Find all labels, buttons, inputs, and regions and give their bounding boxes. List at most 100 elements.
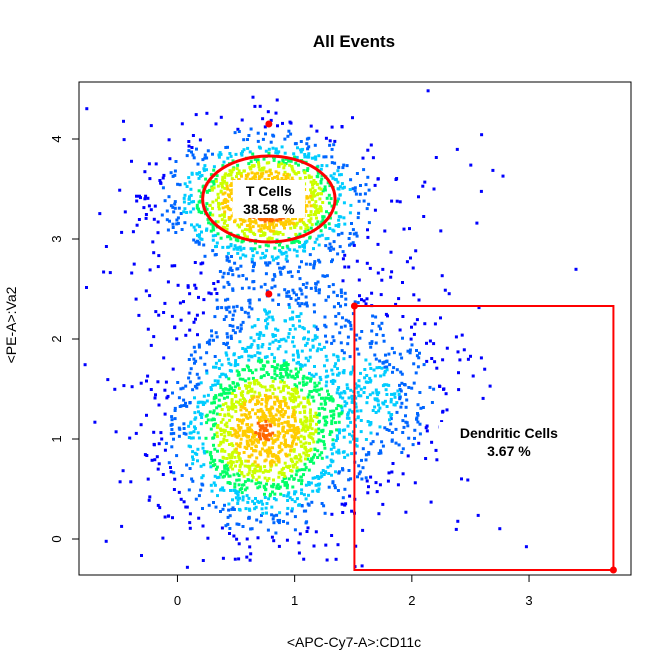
event-point [216, 449, 219, 453]
event-point [280, 177, 284, 180]
event-point [305, 169, 309, 172]
event-point [208, 342, 211, 346]
event-point [281, 388, 285, 392]
event-point [317, 477, 321, 480]
event-point [242, 148, 246, 152]
event-point [315, 489, 319, 493]
event-point [265, 423, 269, 427]
event-point [196, 431, 200, 435]
event-point [354, 443, 358, 447]
event-point [253, 104, 257, 108]
event-point [351, 241, 355, 245]
event-point [284, 339, 288, 343]
event-point [247, 496, 251, 500]
event-point [331, 335, 335, 339]
event-point [293, 395, 296, 399]
event-point [284, 162, 288, 165]
event-point [379, 449, 382, 453]
event-point [251, 435, 254, 439]
gate-handle[interactable] [265, 290, 273, 298]
event-point [225, 258, 229, 262]
event-point [289, 121, 293, 125]
event-point [246, 138, 249, 141]
event-point [283, 461, 287, 465]
event-point [353, 189, 357, 193]
event-point [276, 455, 280, 459]
event-point [316, 449, 320, 453]
event-point [190, 150, 193, 154]
event-point [292, 424, 296, 428]
event-point [260, 402, 264, 406]
gate-handle[interactable] [265, 120, 273, 128]
event-point [290, 509, 294, 513]
event-point [271, 446, 274, 450]
event-point [273, 356, 276, 360]
event-point [360, 330, 364, 333]
event-point [309, 175, 313, 179]
event-point [369, 442, 373, 446]
event-point [210, 334, 214, 338]
event-point [295, 469, 299, 473]
event-point [332, 305, 336, 309]
event-point [393, 395, 397, 399]
event-point [301, 243, 305, 247]
event-point [340, 125, 344, 129]
event-point [310, 223, 314, 227]
event-point [460, 477, 463, 481]
event-point [227, 259, 231, 263]
gate-handle[interactable] [609, 566, 617, 574]
event-point [414, 249, 418, 253]
event-point [174, 231, 178, 234]
event-point [184, 333, 188, 337]
event-point [248, 150, 252, 154]
event-point [354, 544, 358, 548]
event-point [326, 237, 330, 240]
gate-rectangle[interactable] [353, 305, 615, 571]
event-point [286, 172, 290, 176]
event-point [417, 356, 421, 360]
event-point [369, 421, 373, 424]
event-point [225, 184, 229, 188]
event-point [363, 376, 367, 380]
event-point [201, 559, 205, 562]
event-point [172, 431, 176, 435]
event-point [251, 432, 255, 436]
event-point [383, 370, 387, 374]
event-point [221, 178, 225, 182]
event-point [309, 417, 313, 421]
event-point [243, 480, 247, 484]
event-point [316, 171, 320, 175]
gate-ellipse[interactable] [201, 154, 337, 244]
event-point [256, 318, 260, 321]
event-point [212, 443, 215, 447]
event-point [93, 420, 97, 424]
event-point [291, 413, 295, 417]
event-point [185, 185, 189, 188]
event-point [325, 415, 329, 419]
event-point [351, 368, 355, 372]
event-point [373, 397, 377, 401]
event-point [282, 368, 286, 371]
event-point [240, 174, 243, 178]
event-point [227, 481, 231, 484]
event-point [243, 234, 247, 238]
event-point [323, 323, 327, 327]
event-point [276, 151, 280, 155]
event-point [341, 250, 345, 254]
event-point [284, 250, 288, 254]
gate-handle[interactable] [350, 302, 358, 310]
event-point [202, 403, 205, 406]
event-point [355, 234, 359, 238]
event-point [216, 192, 220, 196]
event-point [305, 137, 309, 141]
event-point [268, 226, 272, 230]
event-point [291, 310, 295, 314]
event-point [245, 277, 248, 281]
event-point [250, 430, 254, 434]
event-point [328, 464, 332, 468]
event-point [334, 322, 338, 326]
event-point [347, 265, 351, 269]
event-point [396, 483, 400, 487]
